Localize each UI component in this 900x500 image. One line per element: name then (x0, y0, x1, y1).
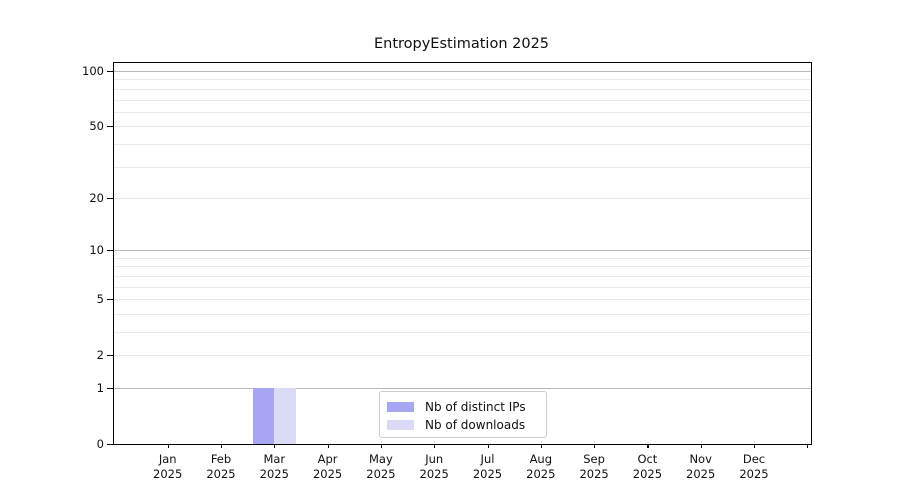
x-tick-month: Sep (583, 452, 605, 466)
chart-title: EntropyEstimation 2025 (373, 36, 550, 52)
x-tick-year: 2025 (366, 467, 396, 481)
x-tick-mark (594, 444, 596, 448)
y-tick-mark (107, 299, 113, 301)
y-gridline-major (114, 250, 811, 252)
x-tick-month: Jan (158, 452, 177, 466)
x-tick-mark (487, 444, 489, 448)
y-gridline-minor (114, 111, 811, 113)
x-tick-mark (380, 444, 383, 448)
x-tick-mark (274, 444, 276, 448)
y-gridline-minor (114, 126, 811, 128)
y-tick-label: 20 (89, 190, 104, 205)
x-tick-mark (807, 444, 809, 448)
y-tick-label: 10 (89, 243, 104, 258)
y-tick-mark (107, 388, 113, 390)
legend-item-distinct-ips: Nb of distinct IPs (387, 399, 536, 415)
y-gridline-minor (114, 79, 811, 81)
legend-item-downloads: Nb of downloads (387, 417, 536, 433)
x-tick-year: 2025 (526, 467, 556, 481)
x-tick-year: 2025 (686, 467, 716, 481)
y-tick-label: 100 (82, 64, 104, 78)
x-tick-label: May 2025 (349, 452, 413, 482)
x-tick-year: 2025 (632, 467, 663, 481)
y-gridline-minor (114, 332, 811, 333)
x-tick-mark (221, 444, 223, 448)
x-tick-year: 2025 (153, 467, 183, 481)
x-tick-mark (647, 444, 649, 448)
bar-nb-of-distinct-ips (252, 388, 275, 444)
x-tick-mark (327, 444, 329, 448)
y-gridline-minor (114, 266, 811, 268)
legend-label-downloads: Nb of downloads (425, 418, 526, 432)
x-tick-month: Jun (425, 452, 444, 466)
plot-area: Nb of distinct IPs Nb of downloads 0 1 2 5 1… (82, 62, 812, 481)
x-tick-mark (700, 444, 702, 448)
y-gridline-minor (114, 313, 811, 315)
y-gridline-minor (114, 166, 811, 168)
x-tick-month: Dec (742, 452, 766, 466)
y-tick-mark (107, 71, 113, 73)
y-tick-label: 2 (96, 348, 104, 363)
y-gridline-minor (114, 286, 811, 288)
x-tick-month: Aug (529, 452, 553, 466)
x-tick-label: Dec 2025 (722, 452, 786, 482)
y-gridline-minor (114, 355, 811, 357)
x-tick-month: Oct (637, 452, 658, 466)
x-tick-mark (167, 444, 169, 448)
y-gridline-minor (114, 257, 811, 259)
x-tick-label: Jan 2025 (136, 452, 200, 482)
y-gridline-minor (114, 299, 811, 301)
legend-swatch-distinct-ips (387, 402, 414, 412)
x-tick-label: Oct 2025 (615, 452, 679, 482)
x-tick-mark (434, 444, 436, 448)
x-tick-label: Nov 2025 (669, 452, 733, 482)
x-tick-year: 2025 (472, 467, 503, 481)
x-tick-mark (540, 444, 542, 448)
y-tick-mark (107, 126, 113, 128)
x-tick-month: Nov (689, 452, 712, 466)
x-tick-month: Jul (480, 452, 495, 466)
y-gridline-minor (114, 143, 811, 145)
x-tick-year: 2025 (312, 467, 343, 481)
legend-label-distinct-ips: Nb of distinct IPs (425, 400, 526, 414)
x-tick-label: Jun 2025 (402, 452, 466, 482)
y-tick-label: 1 (96, 381, 104, 395)
y-gridline-minor (114, 88, 811, 90)
y-tick-mark (107, 197, 113, 200)
x-tick-label: Sep 2025 (562, 452, 626, 482)
x-tick-label: Jul 2025 (456, 452, 520, 482)
bar-nb-of-downloads (274, 388, 296, 444)
y-tick-mark (107, 250, 113, 252)
y-gridline-minor (114, 275, 811, 277)
x-tick-label: Aug 2025 (509, 452, 573, 482)
y-gridline-minor (114, 99, 811, 101)
x-tick-month: Feb (210, 452, 232, 466)
x-tick-label: Apr 2025 (296, 452, 360, 482)
y-gridline-major (114, 388, 811, 389)
y-tick-label: 5 (96, 292, 104, 307)
x-tick-year: 2025 (259, 467, 289, 481)
x-tick-label: Feb 2025 (189, 452, 253, 482)
x-tick-label: Mar 2025 (242, 452, 306, 482)
x-tick-mark (754, 444, 756, 448)
legend-swatch-downloads (387, 420, 414, 430)
y-tick-label: 50 (89, 119, 104, 134)
x-tick-year: 2025 (739, 467, 769, 481)
y-tick-label: 0 (96, 437, 104, 451)
x-tick-month: Mar (263, 452, 286, 466)
x-tick-year: 2025 (206, 467, 236, 481)
x-tick-year: 2025 (579, 467, 609, 481)
y-gridline-minor (114, 197, 811, 199)
y-tick-mark (107, 444, 113, 446)
x-tick-month: May (369, 452, 393, 466)
x-tick-month: Apr (317, 452, 338, 466)
y-gridline-major (114, 71, 811, 72)
x-tick-year: 2025 (419, 467, 449, 481)
legend: Nb of distinct IPs Nb of downloads (379, 391, 547, 438)
y-tick-mark (107, 355, 113, 357)
